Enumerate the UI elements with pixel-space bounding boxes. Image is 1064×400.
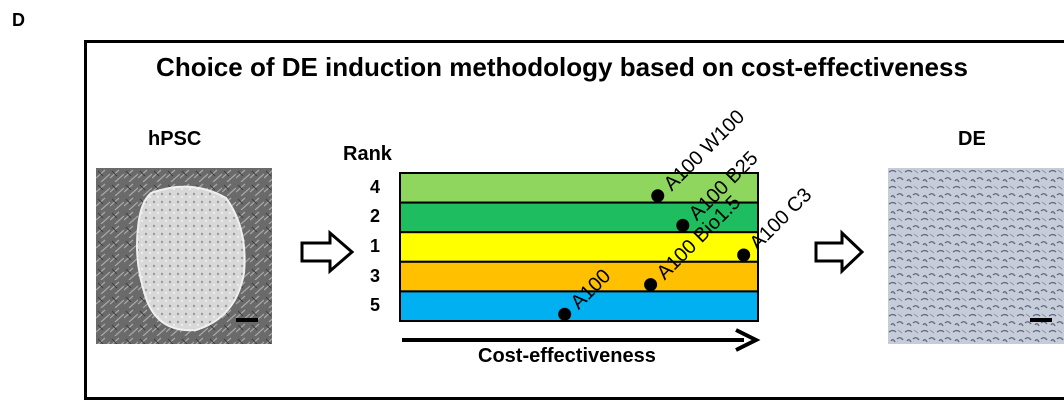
rank-number: 1 [369,236,380,256]
axis-arrowhead [735,328,761,352]
rank-row [399,290,759,322]
panel-letter: D [12,10,25,30]
rank-header: Rank [343,143,392,165]
figure-title: Choice of DE induction methodology based… [156,52,968,82]
de-label: DE [958,128,986,150]
left-arrow [300,229,355,275]
rank-number: 4 [369,176,380,197]
scale-bar [236,318,258,322]
rank-row [399,201,759,234]
rank-number: 3 [369,265,380,286]
rank-number: 5 [369,295,380,316]
scale-bar [1030,318,1052,322]
hpsc-micrograph [96,168,272,344]
rank-row [399,231,759,263]
method-dot [651,189,665,203]
method-dot [737,248,751,262]
right-arrow [814,229,865,275]
rank-number: 2 [369,206,380,227]
method-dot [676,218,690,232]
de-micrograph [888,168,1064,344]
method-dot [644,278,658,292]
method-dot [558,307,572,321]
rank-row [399,172,759,204]
cost-effectiveness-label: Cost-effectiveness [478,345,656,367]
hpsc-label: hPSC [148,128,202,150]
